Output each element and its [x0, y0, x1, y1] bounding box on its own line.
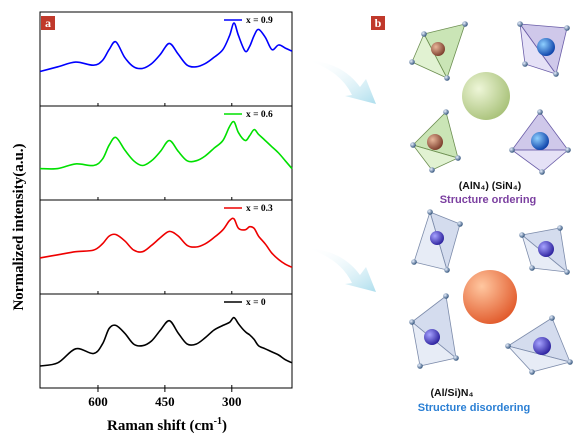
x-tick-label-450: 450: [155, 394, 175, 409]
raman-chart: Normalized intensity(a.u.) Raman shift (…: [11, 11, 293, 434]
panel-a-label: a: [45, 16, 51, 30]
tetrahedron-mixed-bottom-left: [409, 293, 459, 369]
ordered-structure: (AlN₄) (SiN₄) Structure ordering: [409, 21, 571, 206]
legend-label-3: x = 0.3: [246, 204, 273, 214]
panel-b-badge: [371, 16, 385, 30]
spectrum-panel-1: [39, 11, 293, 107]
structure-diagram: b: [371, 16, 573, 414]
panel-b-label: b: [375, 16, 382, 30]
x-tick-label-300: 300: [222, 394, 242, 409]
disordered-structure: (Al/Si)N₄ Structure disordering: [409, 209, 573, 414]
spectrum-panel-2: [39, 105, 293, 201]
panel-a-badge: [41, 16, 55, 30]
lower-arrow: [306, 248, 376, 292]
ordering-label: Structure ordering: [440, 194, 537, 206]
series-line-3: [39, 217, 293, 269]
disordering-label: Structure disordering: [418, 402, 530, 414]
ordering-formula: (AlN₄) (SiN₄): [459, 180, 522, 192]
tetrahedron-sin4-bottom-right: [509, 109, 571, 175]
disordering-formula: (Al/Si)N₄: [431, 387, 474, 399]
transition-arrows: [306, 60, 376, 292]
series-line-4: [39, 316, 293, 367]
upper-arrow: [306, 60, 376, 104]
series-line-2: [39, 120, 293, 170]
y-axis-label: Normalized intensity(a.u.): [11, 143, 27, 310]
legend-label-1: x = 0.9: [246, 16, 273, 26]
tetrahedron-aln4-top-left: [409, 21, 468, 81]
x-tick-label-600: 600: [88, 394, 108, 409]
series-line-1: [39, 22, 293, 73]
legend-label-4: x = 0: [246, 298, 266, 308]
tetrahedron-aln4-bottom-left: [410, 109, 461, 173]
legend-label-2: x = 0.6: [246, 110, 273, 120]
tetrahedron-mixed-top-right: [519, 225, 570, 275]
tetrahedron-sin4-top-right: [517, 21, 570, 77]
tetrahedron-mixed-bottom-right: [505, 315, 573, 375]
spectrum-panel-3: [39, 199, 293, 295]
x-axis-label: Raman shift (cm-1): [107, 416, 227, 434]
center-sphere-orange: [463, 270, 517, 324]
center-sphere-green: [462, 72, 510, 120]
spectrum-panel-4: [39, 293, 293, 389]
tetrahedron-mixed-top-left: [411, 209, 463, 273]
